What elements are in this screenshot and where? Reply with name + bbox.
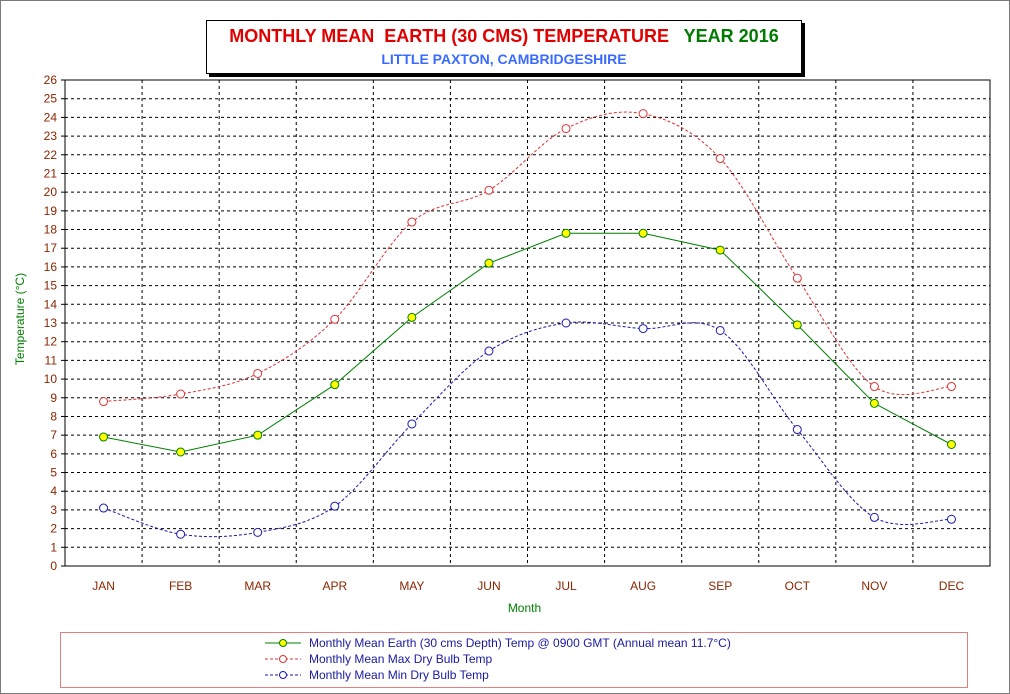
- data-point-earth: [946, 440, 956, 449]
- y-tick-label: 26: [44, 73, 58, 87]
- x-tick-label: APR: [322, 579, 347, 593]
- y-tick-label: 5: [50, 466, 57, 480]
- y-tick-label: 6: [50, 447, 57, 461]
- data-point-earth: [561, 228, 571, 238]
- data-point-min: [484, 346, 494, 356]
- data-point-max: [407, 217, 417, 227]
- y-tick-label: 24: [44, 110, 58, 124]
- data-point-max: [253, 368, 263, 378]
- data-point-max: [484, 185, 494, 195]
- y-tick-label: 15: [44, 279, 58, 293]
- y-tick-label: 4: [50, 484, 57, 498]
- legend-label-min: Monthly Mean Min Dry Bulb Temp: [309, 668, 489, 682]
- data-point-max: [869, 382, 879, 392]
- x-tick-label: NOV: [861, 579, 887, 593]
- y-axis: 0123456789101112131415161718192021222324…: [44, 73, 65, 573]
- legend-label-max: Monthly Mean Max Dry Bulb Temp: [309, 652, 493, 666]
- x-tick-label: AUG: [630, 579, 656, 593]
- data-point-max: [330, 314, 340, 324]
- y-tick-label: 21: [44, 166, 58, 180]
- x-tick-label: DEC: [939, 579, 965, 593]
- series-line-earth: [103, 232, 952, 453]
- y-tick-label: 14: [44, 297, 58, 311]
- x-tick-label: OCT: [785, 579, 811, 593]
- chart-plot: 0123456789101112131415161718192021222324…: [13, 73, 991, 615]
- y-tick-label: 7: [50, 428, 57, 442]
- y-tick-label: 1: [50, 540, 57, 554]
- data-point-min: [330, 501, 340, 511]
- data-point-min: [792, 425, 802, 435]
- data-point-earth: [407, 312, 417, 322]
- x-tick-label: JUL: [555, 579, 577, 593]
- data-point-max: [561, 124, 571, 134]
- data-point-earth: [484, 258, 494, 268]
- y-tick-label: 18: [44, 223, 58, 237]
- y-tick-label: 3: [50, 503, 57, 517]
- chart-subtitle: LITTLE PAXTON, CAMBRIDGESHIRE: [381, 51, 627, 67]
- x-tick-label: SEP: [708, 579, 732, 593]
- data-point-max: [715, 154, 725, 164]
- x-tick-label: JUN: [477, 579, 500, 593]
- data-point-min: [715, 325, 725, 335]
- chart-title-year: YEAR 2016: [683, 26, 779, 46]
- x-tick-label: FEB: [169, 579, 192, 593]
- chart-title: MONTHLY MEAN EARTH (30 CMS) TEMPERATURE …: [207, 26, 801, 47]
- data-point-min: [176, 529, 186, 539]
- data-point-earth: [792, 320, 802, 330]
- data-point-earth: [99, 432, 109, 442]
- legend: Monthly Mean Earth (30 cms Depth) Temp @…: [60, 632, 968, 688]
- series-min: [99, 318, 956, 539]
- grid: [65, 80, 990, 566]
- legend-swatch-max: [265, 655, 301, 663]
- x-tick-label: MAY: [399, 579, 424, 593]
- data-point-max: [792, 273, 802, 283]
- y-tick-label: 10: [44, 372, 58, 386]
- data-point-min: [946, 514, 956, 524]
- y-tick-label: 17: [44, 241, 58, 255]
- data-point-max: [176, 389, 186, 399]
- legend-label-earth: Monthly Mean Earth (30 cms Depth) Temp @…: [309, 636, 731, 650]
- y-axis-title: Temperature (°C): [13, 273, 27, 365]
- y-tick-label: 23: [44, 129, 58, 143]
- data-point-earth: [253, 430, 263, 440]
- data-point-min: [869, 512, 879, 522]
- y-tick-label: 20: [44, 185, 58, 199]
- x-tick-label: MAR: [244, 579, 271, 593]
- y-tick-label: 8: [50, 409, 57, 423]
- x-axis: JAN FEB MAR APR MAY JUN JUL AUG SEP OCT NOV DEC: [92, 579, 964, 593]
- y-tick-label: 0: [50, 559, 57, 573]
- legend-swatch-min: [265, 671, 301, 679]
- x-tick-label: JAN: [92, 579, 115, 593]
- data-point-max: [99, 397, 109, 407]
- data-point-min: [561, 318, 571, 328]
- data-point-max: [638, 109, 648, 119]
- y-tick-label: 22: [44, 148, 58, 162]
- x-axis-title: Month: [508, 601, 541, 615]
- y-tick-label: 2: [50, 522, 57, 536]
- data-point-max: [946, 382, 956, 392]
- data-point-min: [99, 503, 109, 513]
- y-tick-label: 25: [44, 92, 58, 106]
- series-earth: [99, 228, 956, 457]
- data-point-earth: [869, 398, 879, 408]
- chart-title-box: MONTHLY MEAN EARTH (30 CMS) TEMPERATURE …: [206, 20, 802, 74]
- y-tick-label: 12: [44, 335, 58, 349]
- y-tick-label: 13: [44, 316, 58, 330]
- data-point-min: [407, 419, 417, 429]
- y-tick-label: 16: [44, 260, 58, 274]
- y-tick-label: 9: [50, 391, 57, 405]
- y-tick-label: 19: [44, 204, 58, 218]
- data-point-min: [253, 527, 263, 537]
- data-point-earth: [715, 245, 725, 255]
- data-point-min: [638, 324, 648, 334]
- data-point-earth: [330, 380, 340, 390]
- data-point-earth: [176, 447, 186, 457]
- series-line-min: [103, 321, 952, 538]
- legend-swatch-earth: [265, 639, 301, 647]
- chart-title-main: MONTHLY MEAN EARTH (30 CMS) TEMPERATURE: [229, 26, 669, 46]
- series-max: [99, 109, 956, 407]
- data-point-earth: [638, 228, 648, 238]
- y-tick-label: 11: [45, 353, 58, 367]
